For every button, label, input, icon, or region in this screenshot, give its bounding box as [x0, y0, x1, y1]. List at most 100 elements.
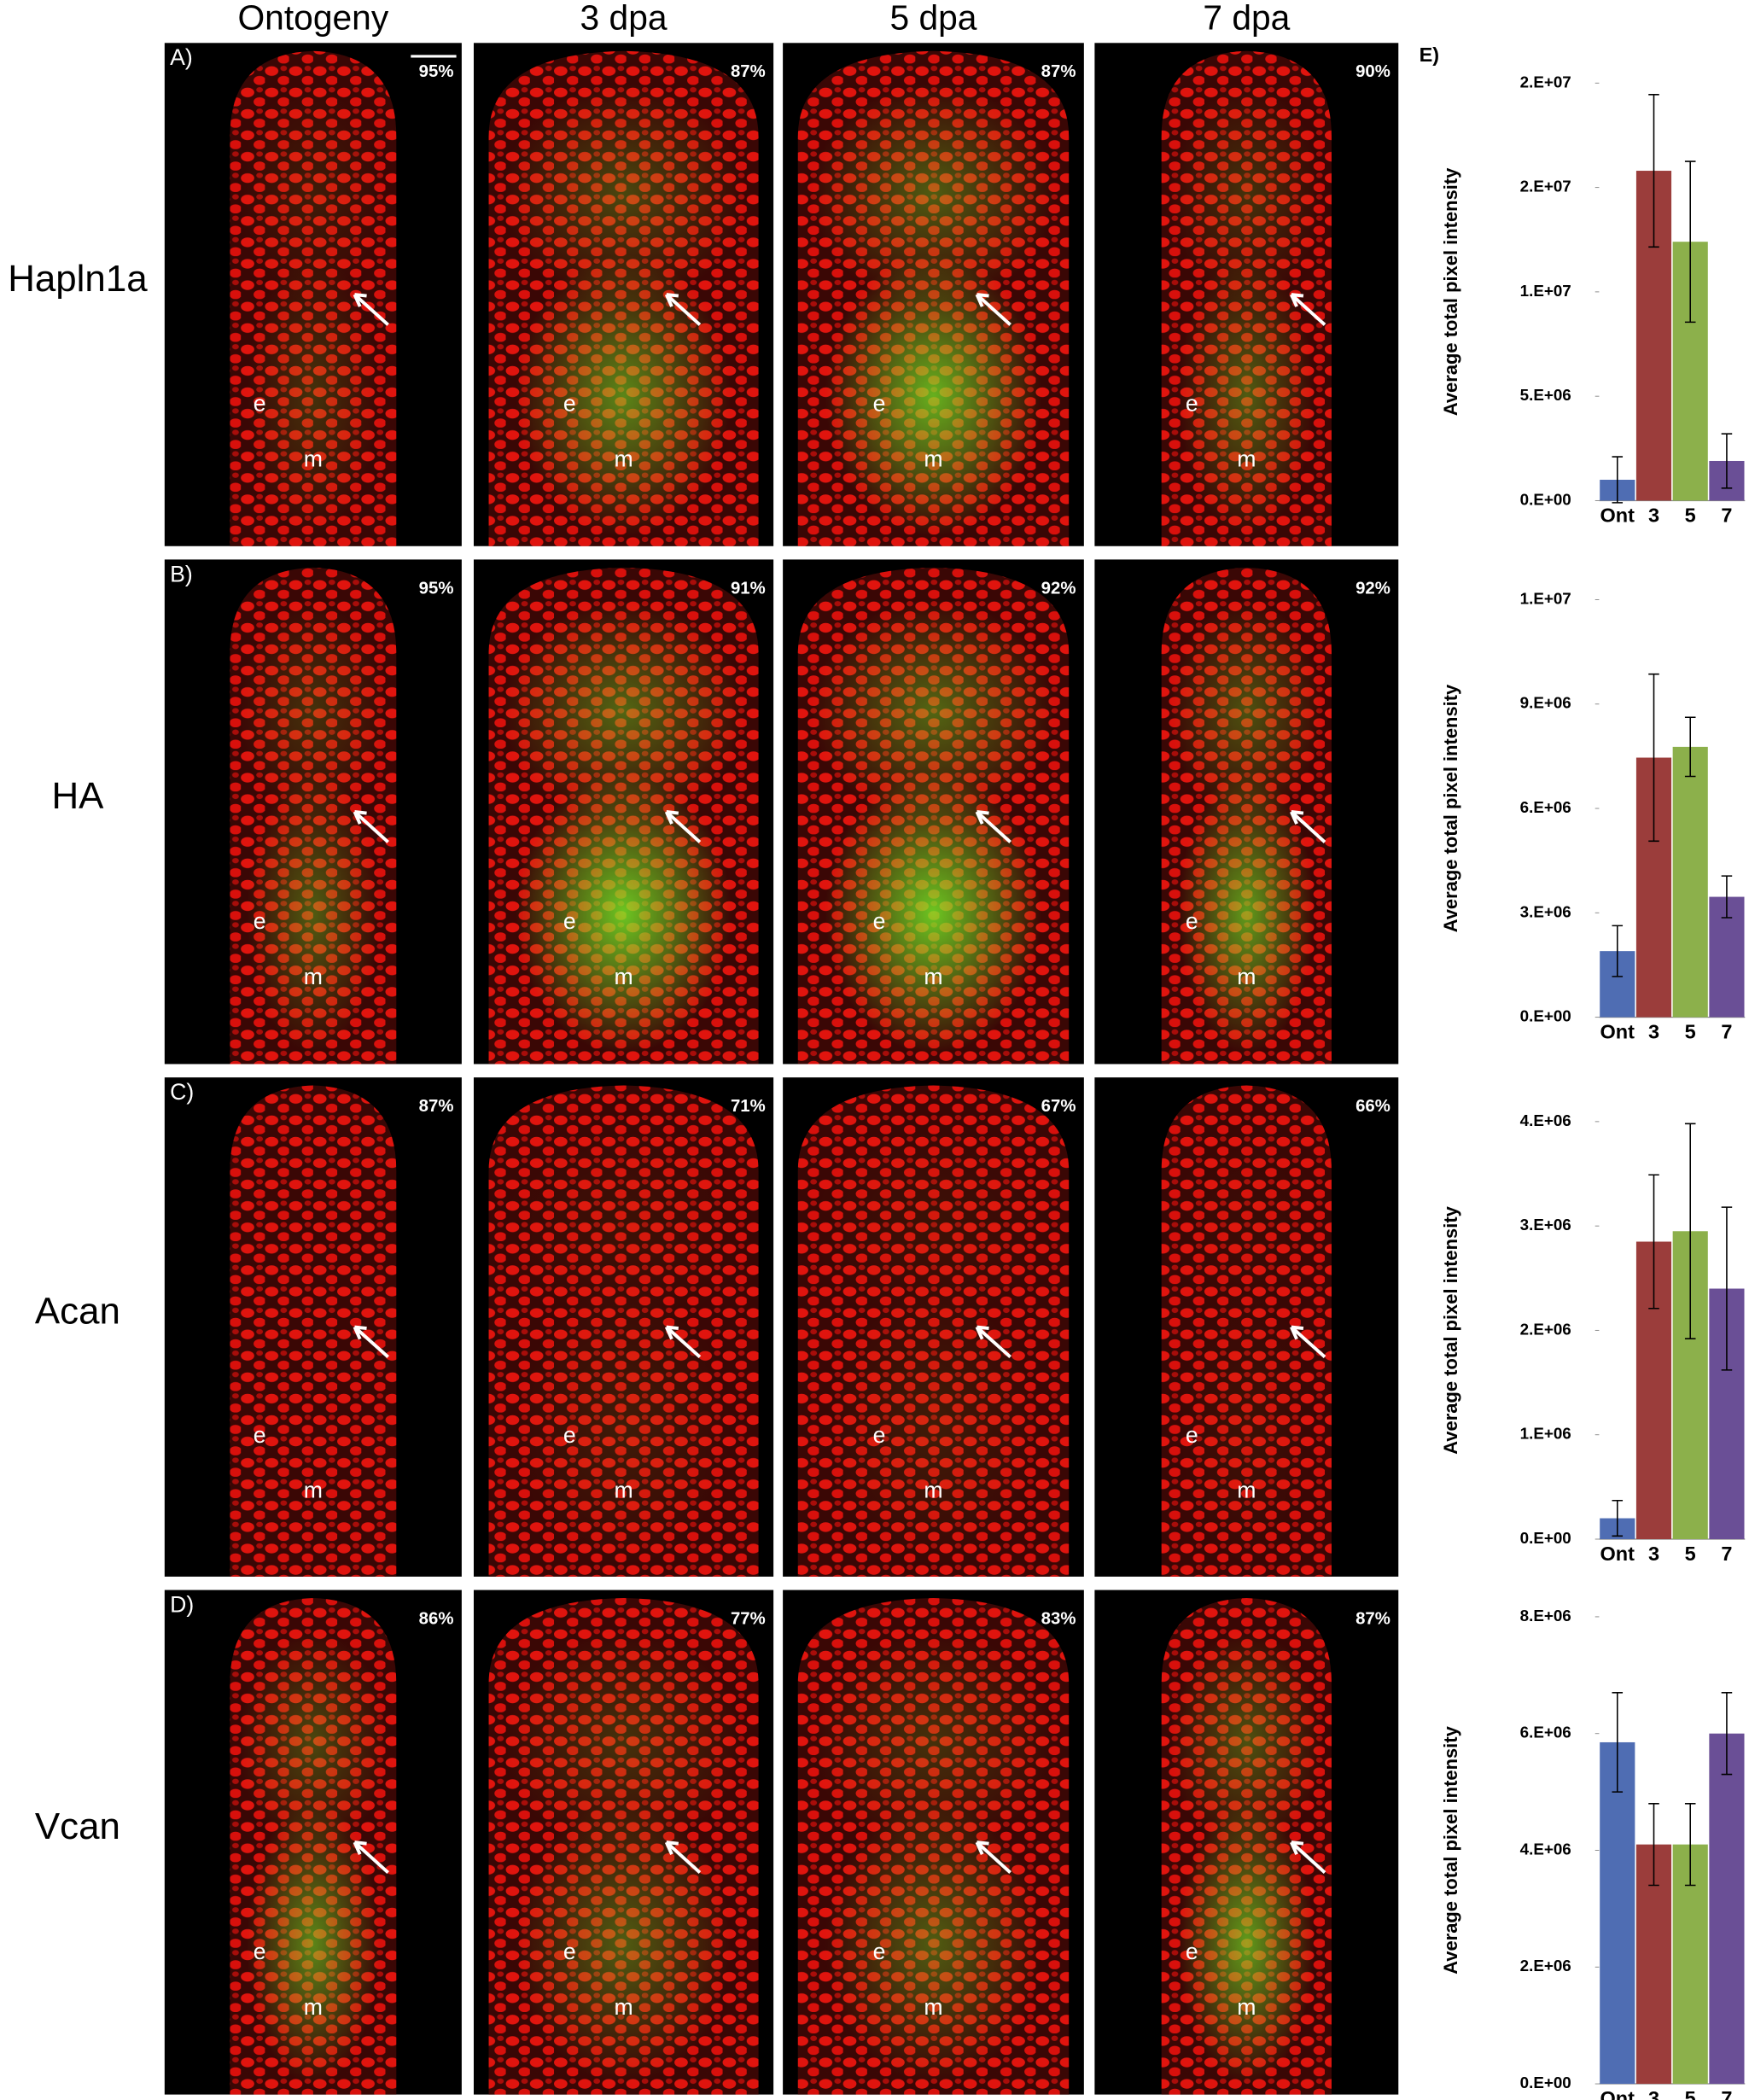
- percentage: 87%: [1041, 62, 1076, 81]
- micrograph: [783, 43, 1084, 546]
- x-tick-label: 7: [1721, 1543, 1732, 1565]
- marker-m: m: [614, 1478, 633, 1503]
- marker-e: e: [563, 908, 576, 934]
- marker-e: e: [563, 391, 576, 417]
- column-header: 5 dpa: [889, 0, 977, 37]
- stain: [516, 1801, 732, 2085]
- marker-e: e: [873, 1939, 886, 1964]
- micrograph: [1094, 559, 1399, 1065]
- row-label: Acan: [35, 1290, 120, 1332]
- stain: [811, 599, 1056, 822]
- marker-m: m: [614, 1994, 633, 2020]
- marker-e: e: [1186, 1939, 1198, 1964]
- marker-m: m: [1237, 1994, 1256, 2020]
- arrow: [975, 809, 1012, 843]
- x-tick-label: Ont: [1600, 1021, 1635, 1043]
- error-bar: [1721, 875, 1733, 919]
- marker-e: e: [563, 1939, 576, 1964]
- error-bar: [1612, 1692, 1624, 1793]
- y-tick-label: 5.E+06: [1520, 386, 1571, 404]
- error-bar: [1684, 716, 1696, 778]
- marker-m: m: [924, 964, 942, 989]
- stain: [1169, 83, 1324, 305]
- column-header: Ontogeny: [237, 0, 388, 37]
- micrograph: [164, 1590, 462, 2095]
- stain: [1169, 1630, 1324, 1852]
- stain: [516, 254, 732, 536]
- error-bar: [1721, 1206, 1733, 1371]
- bar: [1672, 746, 1708, 1018]
- x-tick-label: Ont: [1600, 2087, 1635, 2100]
- panel-label: C): [170, 1079, 194, 1105]
- marker-m: m: [614, 446, 633, 472]
- error-bar: [1648, 1802, 1659, 1887]
- y-tick-label: 4.E+06: [1520, 1840, 1571, 1858]
- arrow: [353, 293, 389, 326]
- arrow: [975, 1840, 1012, 1875]
- stain: [1169, 599, 1324, 822]
- stain: [1178, 1801, 1315, 2085]
- column-header: 3 dpa: [580, 0, 668, 37]
- stain: [238, 1630, 388, 1852]
- y-tick-label: 1.E+07: [1520, 282, 1571, 300]
- stain: [502, 1117, 745, 1338]
- error-bar: [1612, 925, 1624, 977]
- marker-e: e: [873, 908, 886, 934]
- bar: [1600, 1741, 1635, 2085]
- percentage: 67%: [1041, 1097, 1076, 1116]
- arrow: [1290, 1840, 1326, 1875]
- panel-label: B): [170, 561, 193, 586]
- bar: [1709, 1733, 1745, 2085]
- y-tick-label: 0.E+00: [1520, 490, 1571, 508]
- percentage: 87%: [731, 62, 766, 81]
- error-bar: [1721, 433, 1733, 489]
- y-axis-label: Average total pixel intensity: [1440, 1205, 1461, 1454]
- x-tick-label: 3: [1648, 2087, 1659, 2100]
- x-tick-label: 7: [1721, 1021, 1732, 1043]
- marker-e: e: [254, 1939, 266, 1964]
- marker-e: e: [1186, 908, 1198, 934]
- stain: [238, 599, 388, 822]
- arrow: [353, 809, 389, 843]
- stain: [246, 1801, 380, 2085]
- panel-label: D): [170, 1591, 194, 1617]
- micrograph: [783, 559, 1084, 1065]
- error-bar: [1684, 1802, 1696, 1887]
- tissue: [230, 1085, 397, 1577]
- micrograph: [783, 1077, 1084, 1577]
- marker-e: e: [1186, 1422, 1198, 1448]
- marker-m: m: [1237, 446, 1256, 472]
- error-bar: [1612, 456, 1624, 504]
- marker-m: m: [304, 1994, 323, 2020]
- error-bar: [1721, 1692, 1733, 1776]
- percentage: 66%: [1355, 1097, 1390, 1116]
- chart-panel-label: E): [1420, 44, 1440, 66]
- percentage: 95%: [419, 62, 454, 81]
- row-label: Vcan: [35, 1805, 120, 1847]
- x-tick-label: Ont: [1600, 504, 1635, 526]
- marker-m: m: [924, 1994, 942, 2020]
- stain: [825, 1286, 1042, 1567]
- x-tick-label: Ont: [1600, 1543, 1635, 1565]
- error-bar: [1684, 1123, 1696, 1340]
- micrograph: [783, 1590, 1084, 2095]
- stain: [825, 1801, 1042, 2085]
- row-label: HA: [51, 775, 104, 817]
- row-label: Hapln1a: [8, 258, 148, 300]
- error-bar: [1612, 1499, 1624, 1537]
- marker-e: e: [254, 1422, 266, 1448]
- x-tick-label: 5: [1685, 504, 1696, 526]
- x-tick-label: 3: [1648, 1021, 1659, 1043]
- stain: [502, 1630, 745, 1852]
- error-bar: [1648, 93, 1659, 248]
- micrograph: [1094, 1590, 1399, 2095]
- y-tick-label: 6.E+06: [1520, 1724, 1571, 1741]
- stain: [1178, 254, 1315, 536]
- marker-e: e: [254, 391, 266, 417]
- marker-e: e: [873, 391, 886, 417]
- micrograph: [473, 1077, 774, 1577]
- error-bar: [1648, 673, 1659, 843]
- arrow: [664, 809, 702, 843]
- marker-m: m: [304, 1478, 323, 1503]
